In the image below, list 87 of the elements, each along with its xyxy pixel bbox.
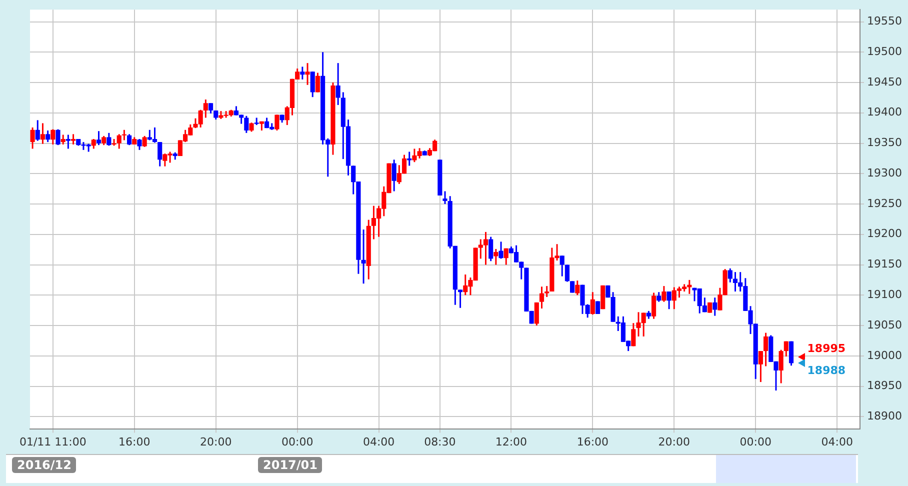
candlestick bbox=[712, 296, 718, 317]
candlestick bbox=[564, 264, 570, 283]
y-tick-label: 19000 bbox=[867, 348, 902, 362]
y-tick-label: 19400 bbox=[867, 106, 902, 119]
candlestick bbox=[244, 115, 249, 134]
candlestick bbox=[662, 285, 666, 303]
candlestick bbox=[407, 151, 412, 166]
candlestick bbox=[361, 228, 366, 284]
candlestick bbox=[158, 141, 162, 168]
y-tick-label: 19350 bbox=[867, 136, 902, 150]
candlestick bbox=[656, 291, 662, 303]
y-tick-label: 19300 bbox=[867, 166, 902, 180]
candlestick bbox=[60, 134, 66, 146]
y-tick-label: 19450 bbox=[867, 75, 902, 88]
candlestick bbox=[575, 280, 580, 296]
candlestick bbox=[127, 133, 132, 146]
candlestick bbox=[249, 122, 254, 132]
candlestick bbox=[458, 288, 463, 309]
candlestick bbox=[56, 128, 60, 146]
candlestick bbox=[784, 340, 788, 358]
candlestick bbox=[504, 248, 508, 266]
candlestick bbox=[778, 349, 784, 384]
y-tick-label: 19150 bbox=[867, 258, 902, 271]
candlestick bbox=[96, 130, 102, 146]
candlestick bbox=[758, 350, 763, 383]
x-tick-label: 00:00 bbox=[740, 435, 772, 448]
x-tick-label: 20:00 bbox=[658, 435, 690, 448]
x-tick-label: 08:30 bbox=[424, 435, 456, 448]
y-tick-label: 19250 bbox=[867, 196, 902, 210]
candlestick bbox=[50, 128, 56, 146]
candlestick bbox=[122, 129, 126, 141]
candlestick bbox=[40, 122, 46, 145]
candlestick bbox=[300, 66, 305, 80]
candlestick bbox=[315, 72, 320, 93]
candlestick bbox=[70, 133, 76, 146]
candlestick bbox=[35, 119, 40, 142]
text: 2016/12 bbox=[12, 457, 76, 473]
y-tick-label: 19550 bbox=[867, 14, 902, 28]
candlestick bbox=[498, 240, 504, 260]
candlestick bbox=[494, 248, 498, 266]
candlestick bbox=[203, 98, 208, 118]
candlestick bbox=[488, 236, 494, 262]
candlestick bbox=[106, 132, 112, 146]
candlestick bbox=[336, 62, 340, 106]
x-tick-label: 16:00 bbox=[118, 435, 150, 448]
x-tick-label: 01/11 11:00 bbox=[19, 435, 86, 448]
candlestick bbox=[91, 138, 96, 150]
y-tick-label: 19050 bbox=[867, 318, 902, 332]
y-tick-label: 18900 bbox=[867, 410, 902, 423]
candlestick bbox=[208, 102, 214, 114]
candlestick bbox=[310, 70, 315, 98]
candlestick bbox=[788, 340, 794, 366]
candlestick bbox=[116, 133, 122, 150]
candlestick bbox=[442, 190, 448, 205]
candlestick bbox=[539, 286, 544, 310]
candlestick bbox=[274, 114, 280, 132]
y-tick-label: 19100 bbox=[867, 288, 902, 301]
candlestick bbox=[142, 135, 147, 148]
candlestick bbox=[595, 300, 600, 315]
x-tick-label: 16:00 bbox=[576, 435, 609, 448]
candlestick bbox=[728, 268, 732, 284]
candlestick bbox=[30, 126, 35, 150]
candlestick bbox=[631, 322, 636, 347]
candlestick bbox=[534, 302, 539, 326]
candlestick bbox=[560, 254, 564, 278]
text: 2017/01 bbox=[258, 457, 322, 473]
candlestick bbox=[66, 134, 70, 150]
y-tick-label: 19200 bbox=[867, 227, 902, 240]
candlestick bbox=[46, 130, 50, 143]
candlestick bbox=[651, 292, 656, 320]
annotation: 18988 bbox=[807, 364, 846, 378]
candlestick bbox=[305, 62, 310, 86]
candlestick bbox=[590, 291, 595, 316]
candlestick bbox=[666, 290, 672, 310]
x-tick-label: 04:00 bbox=[821, 435, 853, 448]
candlestick bbox=[392, 158, 396, 192]
annotation: 18995 bbox=[807, 342, 846, 356]
x-tick-label: 04:00 bbox=[362, 435, 395, 448]
x-tick-label: 00:00 bbox=[281, 435, 314, 448]
candlestick bbox=[102, 135, 106, 146]
candlestick bbox=[137, 138, 142, 151]
candlestick bbox=[764, 332, 768, 367]
x-tick-label: 12:00 bbox=[495, 435, 528, 448]
y-tick-label: 18950 bbox=[867, 379, 902, 392]
candlestick bbox=[544, 285, 550, 298]
x-tick-label: 20:00 bbox=[200, 435, 232, 448]
y-tick-label: 19500 bbox=[867, 44, 902, 58]
